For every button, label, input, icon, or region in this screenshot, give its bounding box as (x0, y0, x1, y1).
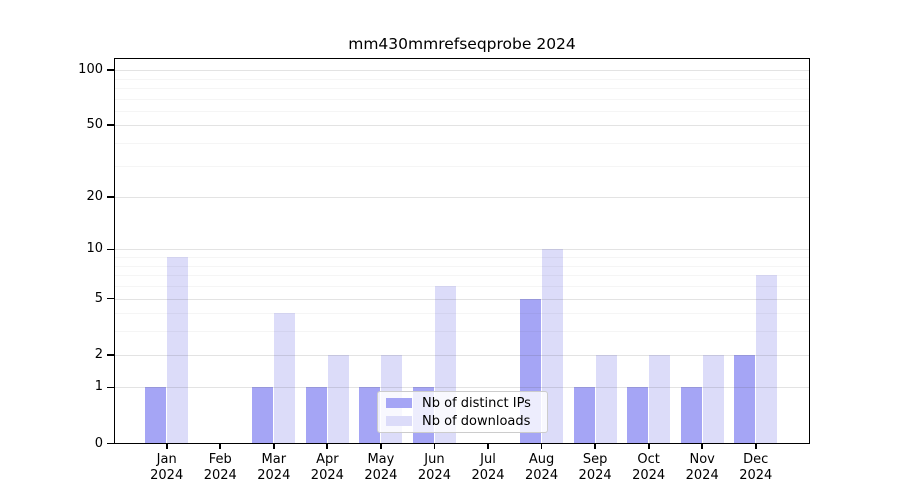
gridline-minor-30 (114, 165, 810, 167)
y-tick-mark-5 (107, 297, 114, 300)
y-tick-mark-1 (107, 386, 114, 389)
x-tick-mark-mar (272, 443, 275, 449)
gridline-major-100 (114, 70, 810, 72)
x-tick-label-may: May 2024 (364, 452, 398, 483)
y-tick-mark-2 (107, 353, 114, 356)
x-tick-mark-sep (594, 443, 596, 449)
gridline-major-5 (114, 298, 810, 300)
x-tick-mark-feb (219, 443, 222, 449)
x-tick-label-feb: Feb 2024 (203, 452, 237, 483)
bar-downloads-oct (649, 354, 671, 444)
y-tick-mark-50 (107, 124, 114, 127)
y-tick-label-10: 10 (86, 241, 103, 257)
x-tick-mark-jan (165, 443, 168, 449)
x-tick-mark-jun (433, 443, 436, 449)
legend-item-distinct-ips: Nb of distinct IPs (386, 396, 547, 411)
x-tick-mark-may (380, 443, 382, 449)
y-tick-mark-100 (107, 69, 114, 71)
bar-distinct-ips-nov (680, 387, 702, 444)
gridline-minor-70 (114, 98, 810, 100)
x-tick-label-dec: Dec 2024 (739, 452, 773, 483)
gridline-minor-40 (114, 143, 810, 145)
x-tick-label-apr: Apr 2024 (310, 452, 344, 483)
y-tick-label-2: 2 (94, 346, 103, 362)
bar-distinct-ips-jan (145, 387, 167, 444)
y-tick-label-100: 100 (78, 62, 103, 78)
chart-title: mm430mmrefseqprobe 2024 (348, 35, 576, 53)
x-tick-mark-apr (326, 443, 329, 449)
y-tick-label-0: 0 (94, 435, 103, 451)
bar-downloads-nov (702, 354, 724, 444)
legend-swatch-downloads (386, 416, 412, 426)
bar-distinct-ips-apr (305, 387, 327, 444)
y-tick-label-50: 50 (86, 117, 103, 133)
bar-distinct-ips-may (359, 387, 381, 444)
gridline-minor-7 (114, 275, 810, 277)
gridline-minor-90 (114, 78, 810, 80)
gridline-minor-3 (114, 331, 810, 333)
x-tick-label-jul: Jul 2024 (471, 452, 505, 483)
x-tick-label-mar: Mar 2024 (257, 452, 291, 483)
plot-area: 0 1 2 5 10 20 50 100 Jan 2024 Feb 2024 Mar 2024 Apr 202… (78, 58, 810, 483)
bar-distinct-ips-dec (734, 354, 756, 444)
y-tick-mark-10 (107, 248, 114, 251)
gridline-minor-9 (114, 257, 810, 259)
legend-label-distinct-ips: Nb of distinct IPs (422, 395, 531, 411)
gridline-minor-4 (114, 313, 810, 315)
x-tick-mark-oct (647, 443, 650, 449)
x-tick-label-sep: Sep 2024 (578, 452, 612, 483)
gridline-major-2 (114, 354, 810, 356)
x-tick-label-oct: Oct 2024 (632, 452, 666, 483)
x-tick-mark-jul (487, 443, 489, 449)
legend: Nb of distinct IPs Nb of downloads (377, 391, 548, 433)
x-tick-label-aug: Aug 2024 (525, 452, 559, 483)
y-tick-mark-0 (107, 442, 114, 445)
bar-distinct-ips-mar (252, 387, 274, 444)
legend-item-downloads: Nb of downloads (386, 414, 547, 429)
gridline-minor-60 (114, 110, 810, 112)
y-tick-mark-20 (107, 196, 114, 199)
gridline-major-50 (114, 125, 810, 127)
legend-swatch-distinct-ips (386, 398, 412, 408)
bar-distinct-ips-oct (627, 387, 649, 444)
x-tick-label-jan: Jan 2024 (150, 452, 184, 483)
gridline-major-20 (114, 197, 810, 199)
y-tick-label-5: 5 (94, 290, 103, 306)
gridline-major-1 (114, 387, 810, 389)
gridline-major-10 (114, 249, 810, 251)
bar-downloads-mar (274, 313, 296, 444)
x-tick-mark-aug (540, 443, 543, 449)
gridline-minor-8 (114, 265, 810, 267)
x-tick-mark-dec (754, 443, 757, 449)
y-tick-label-20: 20 (86, 189, 103, 205)
bar-downloads-dec (756, 275, 778, 444)
gridline-minor-80 (114, 87, 810, 89)
y-tick-label-1: 1 (94, 379, 103, 395)
x-tick-label-jun: Jun 2024 (417, 452, 451, 483)
legend-label-downloads: Nb of downloads (422, 413, 531, 429)
bar-downloads-jan (167, 257, 189, 444)
bar-distinct-ips-sep (573, 387, 595, 444)
gridline-minor-6 (114, 286, 810, 288)
x-tick-mark-nov (701, 443, 704, 449)
bar-downloads-sep (595, 354, 617, 444)
bar-downloads-apr (327, 354, 349, 444)
x-tick-label-nov: Nov 2024 (685, 452, 719, 483)
